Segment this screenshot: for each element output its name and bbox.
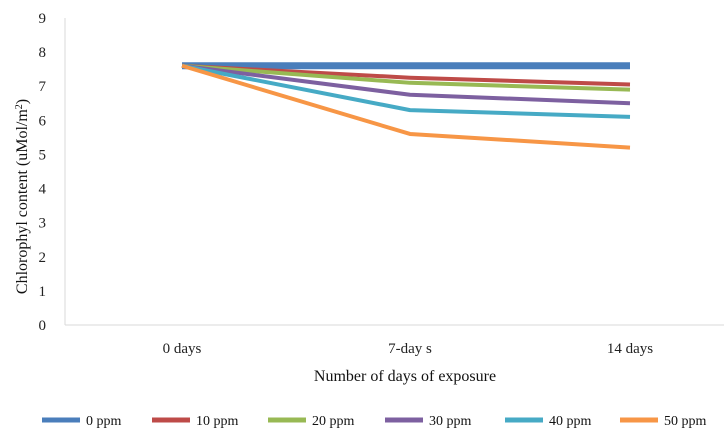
- legend-label: 10 ppm: [196, 414, 239, 429]
- x-tick-label: 14 days: [607, 341, 653, 357]
- legend-item: 40 ppm: [505, 414, 592, 429]
- y-tick-label: 2: [39, 250, 47, 266]
- legend-label: 40 ppm: [549, 414, 592, 429]
- legend-item: 0 ppm: [42, 414, 122, 429]
- y-axis-ticks: 0 1 2 3 4 5 6 7 8 9: [39, 11, 47, 334]
- legend-label: 30 ppm: [429, 414, 472, 429]
- series-line: [181, 63, 631, 106]
- series-lines: [181, 62, 631, 150]
- series-line: [181, 63, 631, 92]
- x-axis-ticks: 0 days 7-day s 14 days: [163, 341, 654, 357]
- y-axis-title-superscript: 2: [14, 104, 25, 109]
- x-tick-label: 7-day s: [388, 341, 432, 357]
- legend-item: 20 ppm: [268, 414, 355, 429]
- y-tick-label: 7: [39, 79, 47, 95]
- y-axis-title: Chlorophyl content (uMol/m2): [14, 99, 31, 294]
- legend-item: 50 ppm: [620, 414, 707, 429]
- y-tick-label: 6: [39, 113, 47, 129]
- legend-label: 20 ppm: [312, 414, 355, 429]
- series-line: [181, 63, 631, 150]
- legend-label: 0 ppm: [86, 414, 122, 429]
- y-tick-label: 5: [39, 147, 47, 163]
- y-tick-label: 0: [39, 318, 47, 334]
- y-tick-label: 4: [39, 182, 47, 198]
- x-tick-label: 0 days: [163, 341, 202, 357]
- y-tick-label: 8: [39, 45, 47, 61]
- series-line: [181, 63, 631, 119]
- x-axis-title: Number of days of exposure: [314, 368, 496, 385]
- y-tick-label: 9: [39, 11, 47, 27]
- y-tick-label: 1: [39, 284, 47, 300]
- y-tick-label: 3: [39, 216, 47, 232]
- legend-item: 30 ppm: [385, 414, 472, 429]
- legend: 0 ppm 10 ppm 20 ppm 30 ppm 40 ppm 50 ppm: [42, 414, 707, 429]
- legend-label: 50 ppm: [664, 414, 707, 429]
- y-axis-title-close: ): [14, 99, 31, 104]
- legend-item: 10 ppm: [152, 414, 239, 429]
